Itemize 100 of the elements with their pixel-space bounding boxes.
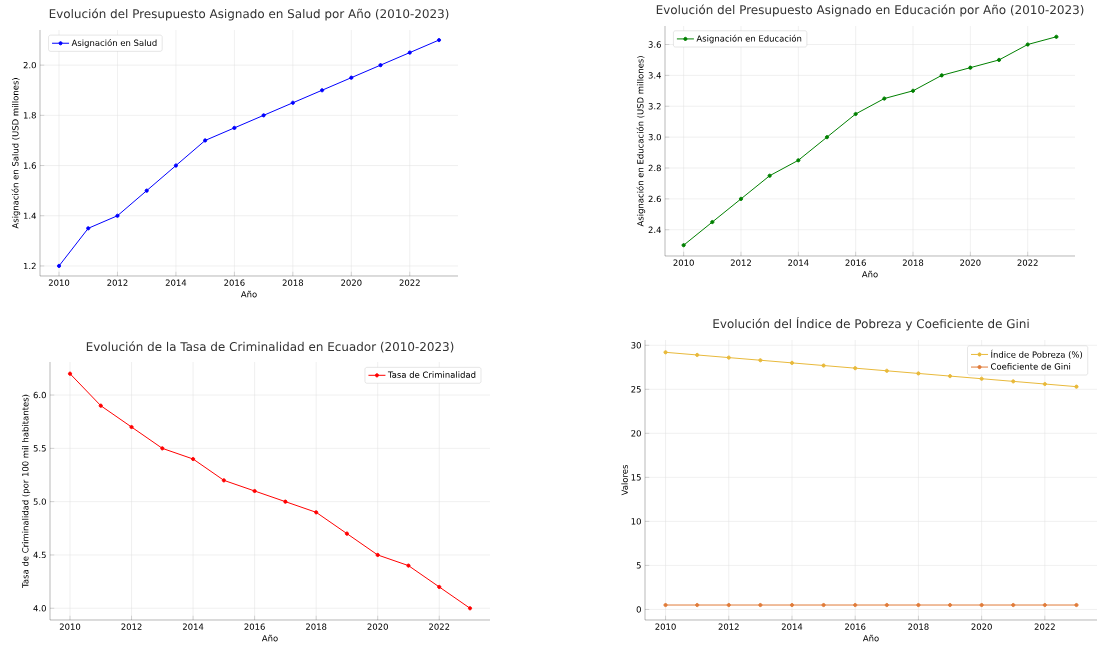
point xyxy=(824,135,830,140)
y-tick-label: 6.0 xyxy=(33,391,46,399)
y-tick-label: 4.0 xyxy=(33,605,46,612)
x-tick-label: 2016 xyxy=(845,259,866,267)
x-tick-label: 2020 xyxy=(341,279,362,287)
point xyxy=(115,213,120,218)
x-tick-label: 2010 xyxy=(59,623,81,631)
y-tick-label: 10 xyxy=(631,518,641,525)
y-axis-title: Asignación en Salud (USD millones) xyxy=(11,78,21,229)
point xyxy=(789,360,795,366)
x-tick-label: 2012 xyxy=(107,279,128,287)
point xyxy=(821,603,826,608)
point xyxy=(98,403,103,408)
y-tick-label: 1.4 xyxy=(23,212,36,219)
point xyxy=(1042,382,1047,387)
point xyxy=(67,371,73,376)
y-tick-label: 3.4 xyxy=(648,72,661,79)
point xyxy=(467,606,473,611)
x-axis-title: Año xyxy=(862,634,879,642)
x-tick-label: 2020 xyxy=(367,623,388,631)
point xyxy=(884,603,889,608)
x-axis-title: Año xyxy=(261,634,278,642)
y-tick-label: 5.0 xyxy=(33,498,46,505)
point xyxy=(261,113,266,118)
x-tick-label: 2022 xyxy=(1017,259,1038,267)
x-tick-label: 2012 xyxy=(730,259,751,267)
point xyxy=(173,163,179,168)
point xyxy=(407,50,412,55)
point xyxy=(129,425,134,430)
point xyxy=(663,350,668,355)
chart-title: Evolución del Presupuesto Asignado en Salud por Año (2010-2023) xyxy=(49,8,449,21)
point xyxy=(190,457,196,462)
chart-title: Evolución del Presupuesto Asignado en Educación por Año (2010-2023) xyxy=(656,4,1084,17)
point xyxy=(1042,603,1047,608)
point xyxy=(853,111,858,117)
x-tick-label: 2012 xyxy=(121,623,142,631)
x-tick-label: 2020 xyxy=(971,623,992,631)
point xyxy=(349,75,354,80)
point xyxy=(939,73,944,78)
y-tick-label: 20 xyxy=(631,430,641,437)
x-tick-label: 2014 xyxy=(182,623,204,631)
point xyxy=(968,65,973,70)
point xyxy=(738,196,744,202)
point xyxy=(1054,34,1059,39)
point xyxy=(378,63,383,68)
point xyxy=(726,355,731,360)
y-tick-label: 15 xyxy=(631,474,641,481)
y-axis-title: Tasa de Criminalidad (por 100 mil habitantes) xyxy=(21,394,31,588)
legend-label: Coeficiente de Gini xyxy=(990,363,1071,370)
legend-label: Índice de Pobreza (%) xyxy=(991,349,1083,359)
x-axis-title: Año xyxy=(240,290,257,298)
point xyxy=(56,263,62,269)
point xyxy=(916,371,921,376)
y-tick-label: 3.0 xyxy=(648,134,661,141)
y-tick-label: 5.5 xyxy=(33,445,46,452)
point xyxy=(726,603,731,608)
point xyxy=(1074,384,1079,389)
point xyxy=(314,510,319,515)
point xyxy=(884,368,889,374)
x-tick-label: 2016 xyxy=(224,279,245,287)
x-tick-label: 2018 xyxy=(908,623,929,631)
point xyxy=(283,499,288,504)
x-tick-label: 2018 xyxy=(306,623,327,631)
point xyxy=(681,243,686,248)
y-tick-label: 1.2 xyxy=(23,262,36,270)
y-tick-label: 2.6 xyxy=(648,195,661,203)
point xyxy=(910,88,916,94)
point xyxy=(796,158,801,163)
point xyxy=(996,57,1002,63)
point xyxy=(1011,603,1016,608)
x-tick-label: 2020 xyxy=(960,259,981,267)
point xyxy=(710,220,715,225)
legend-label: Tasa de Criminalidad xyxy=(387,371,476,378)
point xyxy=(789,603,795,608)
y-axis-title: Valores xyxy=(621,465,628,496)
point xyxy=(203,138,208,143)
y-axis-title: Asignación en Educación (USD millones) xyxy=(636,56,646,227)
point xyxy=(947,374,953,379)
point xyxy=(1025,42,1030,47)
point xyxy=(767,173,772,178)
point xyxy=(916,603,921,608)
chart-title: Evolución de la Tasa de Criminalidad en Ecuador (2010-2023) xyxy=(86,341,454,353)
point xyxy=(853,603,858,608)
point xyxy=(979,376,984,381)
y-tick-label: 2.0 xyxy=(23,62,36,69)
x-tick-label: 2016 xyxy=(244,623,265,631)
point xyxy=(436,38,442,43)
x-tick-label: 2014 xyxy=(781,623,803,631)
point xyxy=(144,188,149,193)
x-tick-label: 2018 xyxy=(282,279,304,287)
x-axis-title: Año xyxy=(861,270,878,278)
x-tick-label: 2022 xyxy=(429,623,450,631)
point xyxy=(437,584,442,590)
point xyxy=(160,446,165,451)
point xyxy=(821,363,826,368)
point xyxy=(290,100,295,105)
y-tick-label: 0 xyxy=(636,606,641,613)
x-tick-label: 2010 xyxy=(48,279,70,287)
y-tick-label: 1.8 xyxy=(23,112,36,119)
point xyxy=(252,489,257,494)
